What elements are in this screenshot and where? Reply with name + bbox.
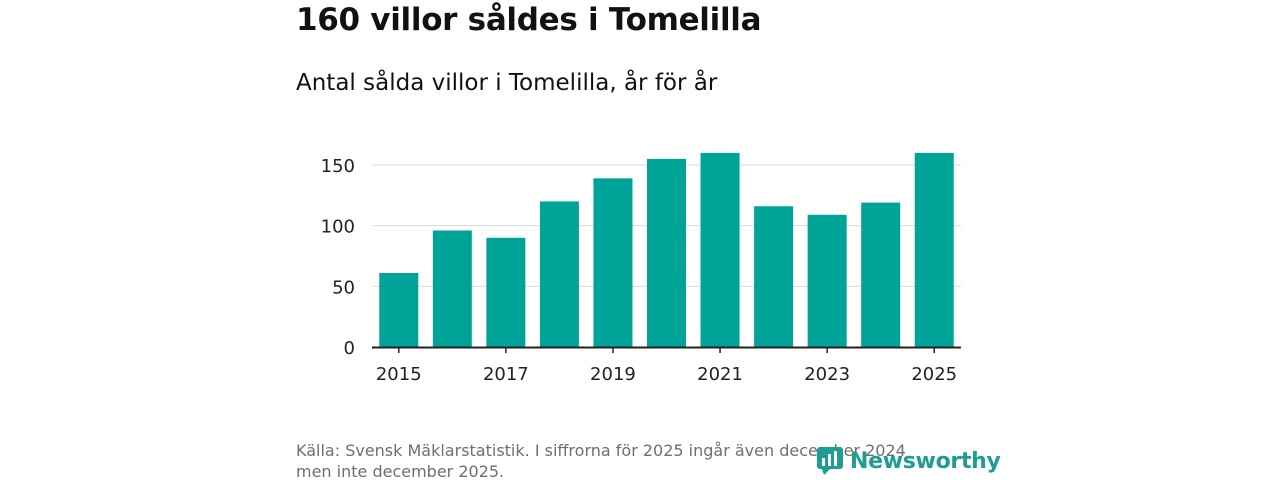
bar-2017 — [486, 237, 526, 347]
source-note: Källa: Svensk Mäklarstatistik. I siffror… — [296, 440, 996, 482]
x-tick-label-2017: 2017 — [483, 364, 529, 385]
newsworthy-logo-icon — [817, 447, 843, 475]
bar-2018 — [539, 201, 579, 347]
newsworthy-logo-text: Newsworthy — [850, 448, 1001, 474]
y-tick-label-0: 0 — [344, 338, 355, 359]
source-line-1: Källa: Svensk Mäklarstatistik. I siffror… — [296, 441, 906, 460]
newsworthy-logo: Newsworthy — [816, 446, 1001, 476]
chart-subtitle: Antal sålda villor i Tomelilla, år för å… — [296, 70, 718, 96]
x-tick-label-2021: 2021 — [697, 364, 743, 385]
bar-2025 — [914, 152, 954, 347]
bar-2023 — [807, 214, 847, 347]
chart-title: 160 villor såldes i Tomelilla — [296, 2, 762, 38]
bar-2020 — [647, 158, 686, 347]
bar-2022 — [754, 206, 794, 347]
x-tick-label-2025: 2025 — [911, 364, 957, 385]
x-tick-label-2023: 2023 — [804, 364, 850, 385]
y-tick-label-150: 150 — [321, 156, 355, 177]
bar-2015 — [379, 272, 419, 347]
source-line-2: men inte december 2025. — [296, 462, 505, 481]
bar-2019 — [593, 178, 633, 347]
bar-2021 — [700, 152, 740, 347]
x-tick-label-2019: 2019 — [590, 364, 636, 385]
bar-2024 — [861, 202, 901, 347]
x-tick-label-2015: 2015 — [376, 364, 422, 385]
y-tick-label-50: 50 — [332, 277, 355, 298]
y-tick-label-100: 100 — [321, 217, 355, 238]
bar-2016 — [432, 230, 472, 347]
